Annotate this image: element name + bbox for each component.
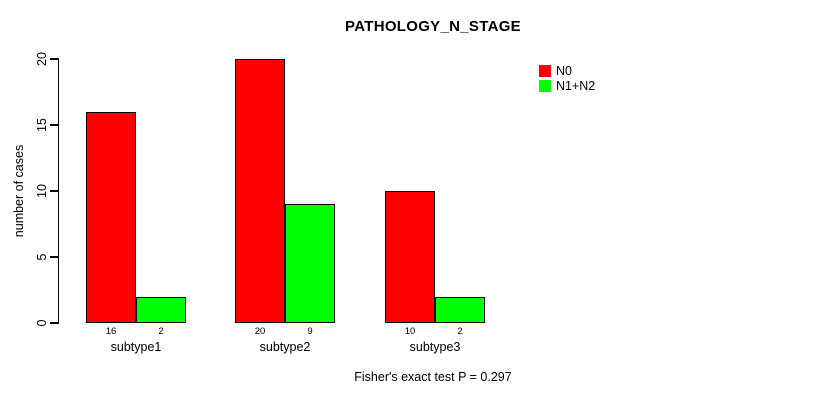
legend-label-n0: N0: [556, 64, 572, 78]
bar-n1-n2-subtype3: [435, 296, 485, 323]
bar-value-label-n1-n2-subtype3: 2: [457, 326, 463, 337]
y-tick-label-10: 10: [35, 184, 49, 198]
bar-value-label-n0-subtype3: 10: [404, 326, 416, 337]
bar-n0-subtype1: [86, 111, 136, 323]
y-tick-label-0: 0: [35, 319, 49, 327]
x-category-label-subtype3: subtype3: [409, 340, 461, 354]
legend-swatch-n1-n2: [539, 80, 551, 92]
caption-fishers-test: Fisher's exact test P = 0.297: [354, 370, 512, 384]
y-axis-line: [57, 58, 59, 324]
y-tick-mark-0: [49, 322, 58, 324]
y-axis-title: number of cases: [12, 144, 26, 238]
x-category-label-subtype2: subtype2: [259, 340, 311, 354]
y-tick-label-5: 5: [35, 253, 49, 261]
y-tick-mark-15: [49, 124, 58, 126]
legend-swatch-n0: [539, 65, 551, 77]
bar-value-label-n0-subtype2: 20: [254, 326, 266, 337]
y-tick-label-15: 15: [35, 118, 49, 132]
legend: N0 N1+N2: [539, 65, 595, 92]
bar-value-label-n0-subtype1: 16: [105, 326, 117, 337]
x-category-label-subtype1: subtype1: [110, 340, 162, 354]
y-tick-mark-20: [49, 58, 58, 60]
y-tick-mark-10: [49, 190, 58, 192]
legend-entry-n0: N0: [539, 65, 595, 77]
chart-title: PATHOLOGY_N_STAGE: [345, 18, 521, 35]
bar-value-label-n1-n2-subtype2: 9: [307, 326, 313, 337]
legend-label-n1-n2: N1+N2: [556, 79, 596, 93]
bar-n1-n2-subtype2: [285, 204, 335, 323]
bar-value-label-n1-n2-subtype1: 2: [158, 326, 164, 337]
bar-n0-subtype3: [385, 191, 435, 323]
bar-n1-n2-subtype1: [136, 296, 186, 323]
legend-entry-n1-n2: N1+N2: [539, 80, 595, 92]
y-tick-mark-5: [49, 256, 58, 258]
y-tick-label-20: 20: [35, 52, 49, 66]
bar-n0-subtype2: [235, 59, 285, 323]
